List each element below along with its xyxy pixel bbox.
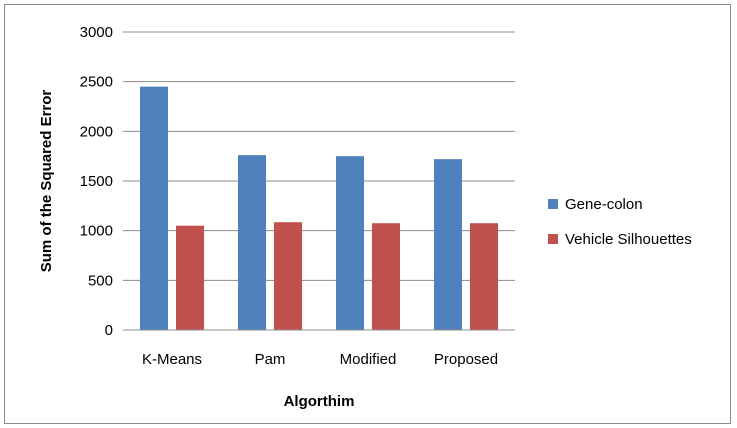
x-tick-label: Pam: [255, 351, 286, 368]
legend-swatch-gene-colon: [548, 199, 558, 209]
legend: Gene-colon Vehicle Silhouettes: [548, 196, 692, 248]
y-tick-label: 2500: [80, 74, 113, 91]
y-tick-label: 2000: [80, 123, 113, 140]
y-tick-label: 1500: [80, 173, 113, 190]
x-tick-label: Modified: [340, 351, 397, 368]
bar-vehicle-silhouettes-pam: [274, 222, 302, 330]
x-axis-title: Algorthim: [284, 393, 355, 410]
x-tick-labels: K-Means Pam Modified Proposed: [142, 351, 498, 368]
bar-gene-colon-pam: [238, 155, 266, 330]
y-tick-label: 0: [105, 322, 113, 339]
bar-gene-colon-k-means: [140, 86, 168, 330]
y-axis-title: Sum of the Squared Error: [38, 90, 55, 273]
bar-vehicle-silhouettes-proposed: [470, 223, 498, 330]
y-tick-label: 1000: [80, 223, 113, 240]
legend-label: Gene-colon: [565, 196, 643, 213]
bar-vehicle-silhouettes-k-means: [176, 225, 204, 330]
bar-gene-colon-modified: [336, 156, 364, 330]
bar-gene-colon-proposed: [434, 159, 462, 330]
y-tick-label: 3000: [80, 24, 113, 41]
y-tick-labels: 0 500 1000 1500 2000 2500 3000: [80, 24, 113, 339]
legend-label: Vehicle Silhouettes: [565, 231, 692, 248]
x-tick-label: K-Means: [142, 351, 202, 368]
y-tick-label: 500: [88, 272, 113, 289]
x-tick-label: Proposed: [434, 351, 498, 368]
chart-frame: [4, 4, 731, 424]
bar-vehicle-silhouettes-modified: [372, 223, 400, 330]
bars: [140, 86, 498, 330]
legend-swatch-vehicle-silhouettes: [548, 234, 558, 244]
